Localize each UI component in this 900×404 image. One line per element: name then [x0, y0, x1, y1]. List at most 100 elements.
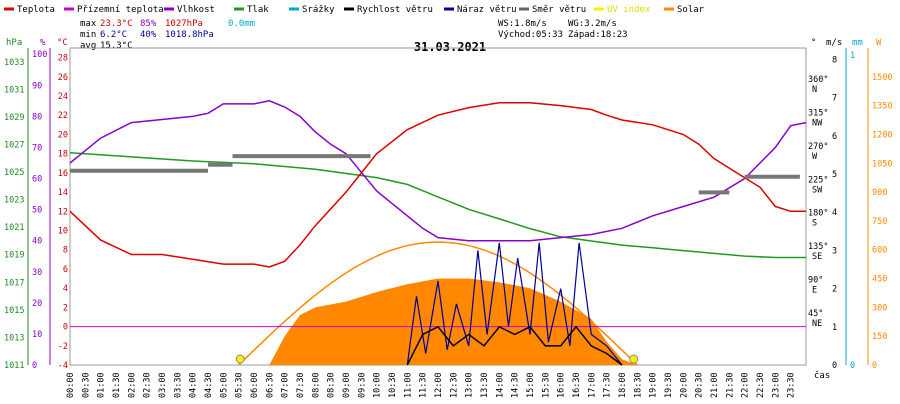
- stat-max-rain: 0.0mm: [228, 19, 255, 29]
- time-tick-28: 14:00: [495, 372, 505, 398]
- w-tick-10: 0: [872, 361, 877, 371]
- hpa-tick-6: 1021: [4, 223, 24, 233]
- dir-name-1: NW: [812, 118, 823, 128]
- dir-tick-6: 90°: [808, 276, 823, 286]
- hpa-tick-1: 1031: [4, 85, 24, 95]
- pct-tick-10: 0: [32, 361, 37, 371]
- c-tick-9: 10: [58, 227, 68, 237]
- series-teplota: [69, 102, 806, 268]
- series-rychlost-větru: [406, 325, 623, 366]
- stat-ws: WS:1.8m/s: [498, 19, 547, 29]
- axis-pct-unit: %: [40, 38, 46, 48]
- w-tick-6: 600: [872, 246, 887, 256]
- pct-tick-2: 80: [32, 112, 42, 122]
- legend-label-8: UV index: [607, 5, 651, 15]
- axis-time-label: čas: [814, 370, 830, 381]
- legend-label-0: Teplota: [17, 5, 55, 15]
- time-tick-19: 09:30: [357, 372, 367, 398]
- c-tick-5: 18: [58, 150, 68, 160]
- axis-dir-unit: °: [811, 38, 816, 48]
- time-tick-38: 19:00: [649, 372, 659, 398]
- hpa-tick-5: 1023: [4, 196, 24, 206]
- time-tick-5: 02:30: [143, 372, 153, 398]
- series-tlak: [69, 151, 806, 259]
- time-tick-42: 21:00: [710, 372, 720, 398]
- time-tick-24: 12:00: [434, 372, 444, 398]
- time-tick-23: 11:30: [419, 372, 429, 398]
- time-tick-30: 15:00: [526, 372, 536, 398]
- ms-tick-1: 7: [832, 94, 837, 104]
- ms-tick-2: 6: [832, 132, 837, 142]
- time-tick-2: 01:00: [97, 372, 107, 398]
- axis-mm-unit: mm: [852, 38, 863, 48]
- legend-label-4: Srážky: [302, 5, 335, 15]
- series-vlhkost: [69, 100, 807, 242]
- stat-avg-label: avg: [80, 41, 96, 51]
- c-tick-0: 28: [58, 54, 68, 64]
- w-tick-3: 1050: [872, 159, 892, 169]
- ms-tick-5: 3: [832, 246, 837, 256]
- hpa-tick-0: 1033: [4, 58, 24, 68]
- dir-tick-1: 315°: [808, 108, 828, 118]
- c-tick-12: 4: [63, 284, 68, 294]
- time-tick-7: 03:30: [173, 372, 183, 398]
- stat-min-temp: 6.2°C: [100, 30, 127, 40]
- mm-tick-0: 1: [850, 51, 855, 61]
- time-tick-40: 20:00: [679, 372, 689, 398]
- time-tick-37: 18:30: [633, 372, 643, 398]
- time-tick-21: 10:30: [388, 372, 398, 398]
- time-tick-32: 16:00: [557, 372, 567, 398]
- axis-c-unit: °C: [57, 38, 68, 48]
- time-tick-33: 16:30: [572, 372, 582, 398]
- time-tick-31: 15:30: [541, 372, 551, 398]
- pct-tick-8: 20: [32, 299, 42, 309]
- time-tick-44: 22:00: [741, 372, 751, 398]
- pct-tick-9: 10: [32, 330, 42, 340]
- stat-max-temp: 23.3°C: [100, 19, 133, 29]
- time-tick-0: 00:00: [66, 372, 76, 398]
- legend-label-1: Přízemní teplota: [77, 5, 164, 15]
- time-tick-29: 14:30: [511, 372, 521, 398]
- dir-tick-5: 135°: [808, 242, 828, 252]
- chart-title: 31.03.2021: [414, 40, 486, 54]
- time-tick-6: 03:00: [158, 372, 168, 398]
- ms-tick-6: 2: [832, 285, 837, 295]
- time-tick-43: 21:30: [725, 372, 735, 398]
- c-tick-3: 22: [58, 111, 68, 121]
- dir-name-3: SW: [812, 185, 823, 195]
- stat-min-press: 1018.8hPa: [165, 30, 214, 40]
- pct-tick-5: 50: [32, 206, 42, 216]
- hpa-tick-7: 1019: [4, 251, 24, 261]
- c-tick-14: 0: [63, 323, 68, 333]
- hpa-tick-8: 1017: [4, 278, 24, 288]
- time-tick-35: 17:30: [603, 372, 613, 398]
- pct-tick-0: 100: [32, 50, 47, 60]
- dir-name-2: W: [812, 152, 818, 162]
- time-tick-13: 06:30: [265, 372, 275, 398]
- dir-name-7: NE: [812, 319, 822, 329]
- dir-tick-4: 180°: [808, 209, 828, 219]
- stat-avg-temp: 15.3°C: [100, 41, 133, 51]
- time-tick-9: 04:30: [204, 372, 214, 398]
- time-tick-17: 08:30: [327, 372, 337, 398]
- w-tick-0: 1500: [872, 73, 892, 83]
- c-tick-13: 2: [63, 303, 68, 313]
- c-tick-6: 16: [58, 169, 68, 179]
- c-tick-16: -4: [58, 361, 68, 371]
- time-tick-10: 05:00: [219, 372, 229, 398]
- c-tick-11: 6: [63, 265, 68, 275]
- c-tick-15: -2: [58, 342, 68, 352]
- w-tick-4: 900: [872, 188, 887, 198]
- time-tick-47: 23:30: [787, 372, 797, 398]
- ms-tick-0: 8: [832, 55, 837, 65]
- w-tick-9: 150: [872, 332, 887, 342]
- pct-tick-4: 60: [32, 175, 42, 185]
- time-tick-15: 07:30: [296, 372, 306, 398]
- stat-sunset: Západ:18:23: [568, 30, 628, 40]
- w-tick-1: 1350: [872, 102, 892, 112]
- hpa-tick-3: 1027: [4, 140, 24, 150]
- time-tick-1: 00:30: [81, 372, 91, 398]
- dir-name-6: E: [812, 286, 817, 296]
